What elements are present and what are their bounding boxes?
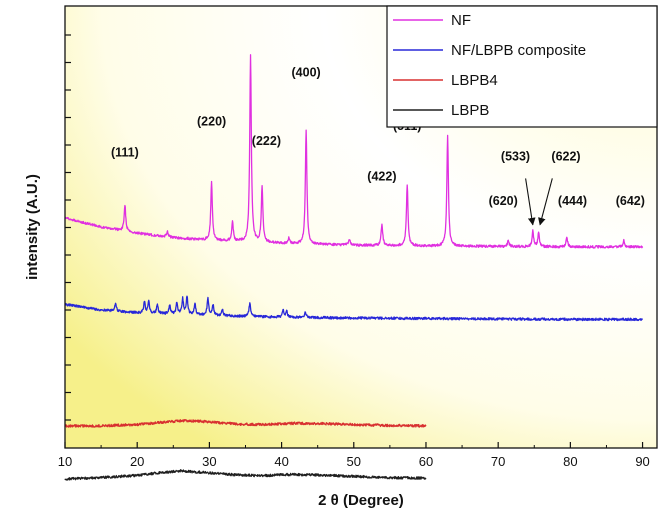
axis-layer: 10 20 30 40 50 60 70 80 90 [58, 34, 650, 469]
legend-label: LBPB4 [451, 72, 498, 89]
x-tick-label: 40 [274, 454, 288, 469]
peak-label: (533) [501, 150, 530, 164]
peak-label: (422) [367, 170, 396, 184]
series-layer [64, 54, 644, 481]
series-line-2 [64, 295, 644, 322]
peak-label: (400) [292, 66, 321, 80]
peak-label: (444) [558, 194, 587, 208]
x-tick-label: 60 [419, 454, 433, 469]
peak-label: (220) [197, 114, 226, 128]
x-tick-label: 50 [347, 454, 361, 469]
x-tick-label: 90 [635, 454, 649, 469]
peak-label: (111) [111, 145, 139, 159]
x-tick-label: 20 [130, 454, 144, 469]
x-tick-label: 70 [491, 454, 505, 469]
x-axis-label: 2 θ (Degree) [318, 492, 404, 509]
legend-label: NF/LBPB composite [451, 42, 586, 59]
annotation-arrow [538, 178, 553, 226]
peak-label: (642) [616, 194, 645, 208]
legend-label: NF [451, 12, 471, 29]
peak-label: (620) [489, 194, 518, 208]
legend-label: LBPB [451, 102, 489, 119]
peak-label: (622) [551, 150, 580, 164]
x-tick-label: 30 [202, 454, 216, 469]
annotation-arrow [525, 178, 536, 226]
series-line-4 [64, 469, 427, 481]
series-line-3 [64, 419, 427, 428]
y-axis-label: intensity (A.U.) [24, 174, 41, 280]
legend: NF NF/LBPB composite LBPB4 LBPB [386, 5, 658, 128]
series-line-1 [64, 54, 644, 249]
legend-box [386, 5, 658, 128]
peak-label: (222) [252, 134, 281, 148]
x-tick-label: 80 [563, 454, 577, 469]
x-tick-label: 10 [58, 454, 72, 469]
